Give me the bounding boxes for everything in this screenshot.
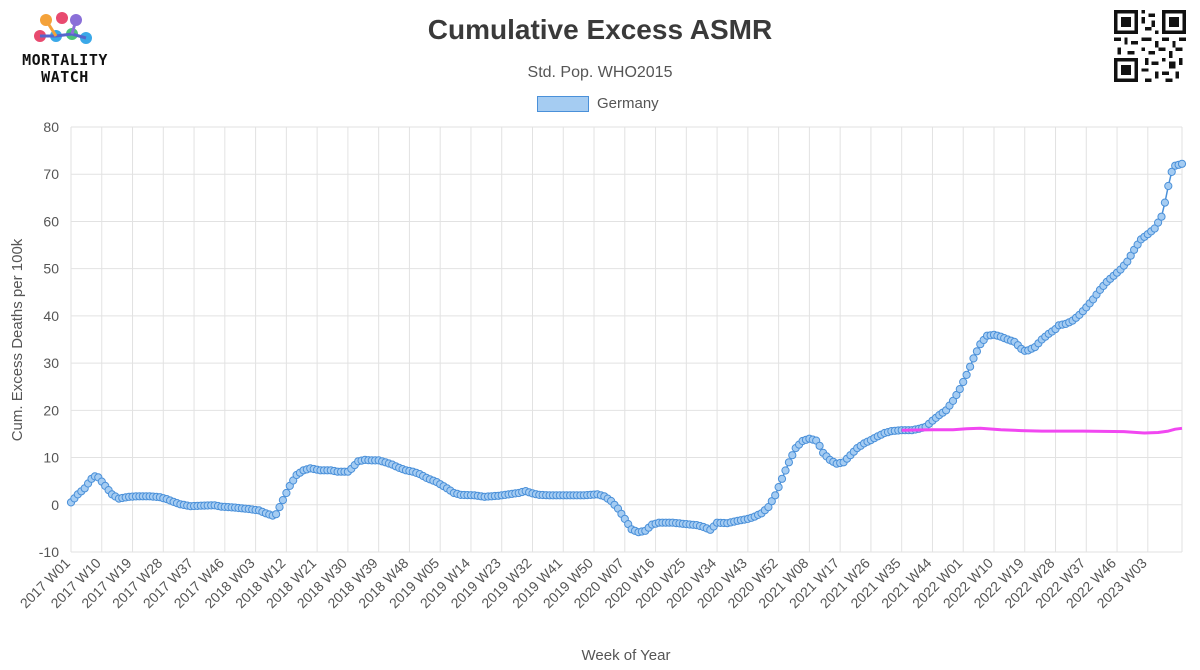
data-point-germany bbox=[1177, 159, 1187, 168]
data-point-germany bbox=[282, 488, 291, 498]
data-point-germany bbox=[1164, 181, 1173, 191]
y-tick-label: 20 bbox=[43, 402, 59, 418]
data-point-germany bbox=[962, 370, 971, 379]
data-point-germany bbox=[275, 503, 284, 512]
y-tick-label: 0 bbox=[51, 497, 59, 513]
data-point-germany bbox=[774, 483, 783, 492]
data-point-germany bbox=[948, 396, 958, 405]
data-point-germany bbox=[788, 451, 797, 460]
data-point-germany bbox=[1160, 198, 1170, 207]
series-line-baseline bbox=[901, 426, 1183, 435]
data-point-germany bbox=[1123, 257, 1132, 266]
logo-mark-icon bbox=[34, 12, 92, 44]
data-point-germany bbox=[1126, 251, 1135, 260]
y-tick-label: 40 bbox=[43, 308, 59, 324]
legend-label-germany: Germany bbox=[597, 95, 659, 112]
data-point-germany bbox=[278, 496, 287, 505]
legend-swatch-germany bbox=[537, 95, 589, 112]
logo-text-line1: MORTALITY bbox=[22, 51, 108, 69]
qr-code-icon bbox=[1114, 10, 1186, 82]
data-point-germany bbox=[777, 474, 787, 483]
x-axis-label: Week of Year bbox=[582, 647, 671, 664]
data-point-germany bbox=[771, 491, 780, 500]
data-point-germany bbox=[764, 503, 773, 512]
data-point-germany bbox=[272, 510, 281, 519]
data-point-germany bbox=[1154, 218, 1163, 227]
mortality-watch-logo: MORTALITY WATCH bbox=[10, 10, 120, 90]
data-point-germany bbox=[972, 347, 982, 356]
data-point-germany bbox=[815, 441, 824, 450]
data-point-germany bbox=[966, 362, 975, 371]
data-point-germany bbox=[952, 390, 961, 400]
data-point-germany bbox=[781, 466, 790, 475]
y-tick-label: 60 bbox=[43, 213, 59, 229]
legend[interactable]: Germany bbox=[537, 95, 659, 112]
y-tick-label: 10 bbox=[43, 450, 59, 466]
data-point-germany bbox=[959, 377, 968, 387]
chart-subtitle: Std. Pop. WHO2015 bbox=[527, 64, 673, 81]
y-tick-label: 50 bbox=[43, 261, 59, 277]
y-axis-label: Cum. Excess Deaths per 100k bbox=[9, 238, 26, 441]
data-point-germany bbox=[784, 458, 794, 467]
logo-text-line2: WATCH bbox=[41, 68, 89, 86]
data-point-germany bbox=[767, 497, 776, 506]
data-point-germany bbox=[969, 354, 978, 363]
grid bbox=[70, 126, 1183, 553]
y-tick-label: -10 bbox=[39, 544, 59, 560]
series-layer bbox=[66, 159, 1187, 537]
y-tick-label: 30 bbox=[43, 355, 59, 371]
data-point-germany bbox=[955, 385, 964, 394]
data-point-germany bbox=[1157, 212, 1166, 221]
chart-title: Cumulative Excess ASMR bbox=[427, 14, 773, 45]
y-axis-ticks: 80 70 60 50 40 30 20 10 0 -10 bbox=[39, 119, 59, 560]
y-tick-label: 70 bbox=[43, 166, 59, 182]
data-point-germany bbox=[1167, 167, 1176, 176]
y-tick-label: 80 bbox=[43, 119, 59, 135]
data-point-germany bbox=[1150, 224, 1159, 233]
